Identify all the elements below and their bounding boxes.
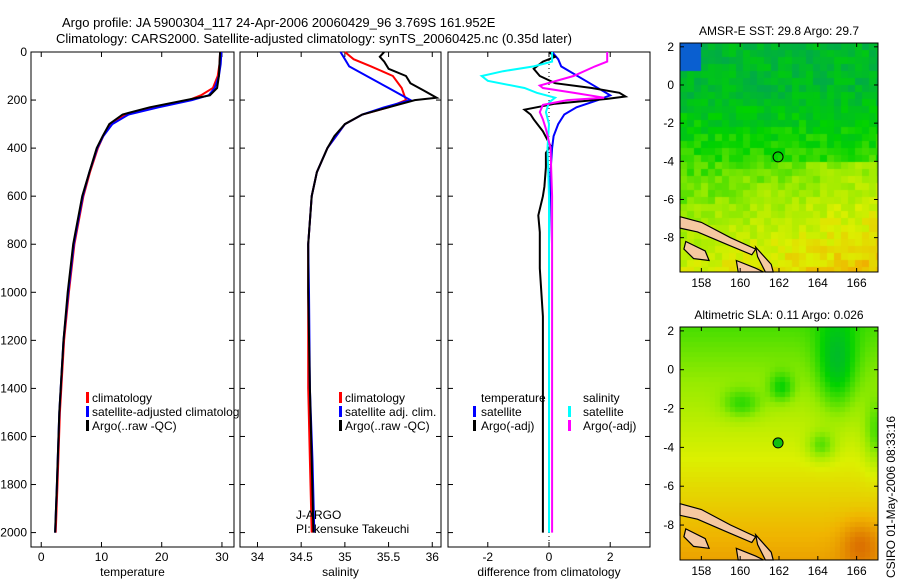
figure-title-line1: Argo profile: JA 5900304_117 24-Apr-2006… — [62, 15, 496, 30]
legend-label: Argo(-adj) — [583, 419, 636, 433]
legend-swatch-climatology — [339, 392, 342, 403]
axes-box — [239, 51, 442, 548]
x-tick-label: 162 — [769, 564, 789, 578]
legend-label: satellite adj. clim. — [345, 405, 436, 419]
x-tick-label: -2 — [482, 550, 493, 564]
x-tick-label: 162 — [769, 276, 789, 290]
series-line-salinity-satellite — [479, 52, 558, 533]
timestamp: CSIRO 01-May-2006 08:33:16 — [884, 416, 898, 578]
land-outline — [679, 215, 757, 256]
legend-swatch-sal-argo — [568, 420, 571, 431]
sla-map-panel: Altimetric SLA: 0.11 Argo: 0.026 158 160 16… — [663, 308, 879, 578]
y-tick-label: 2 — [667, 324, 674, 338]
y-tick-label: 0 — [20, 45, 27, 59]
x-tick-label: 30 — [215, 550, 229, 564]
temperature-legend: climatology satellite-adjusted climatolo… — [86, 391, 245, 433]
y-tick-label: 1000 — [0, 285, 27, 299]
x-tick-label: 164 — [808, 564, 828, 578]
y-tick-label: -8 — [663, 231, 674, 245]
y-tick-label: -8 — [663, 518, 674, 532]
x-tick-label: 20 — [155, 550, 169, 564]
y-tick-label: 400 — [7, 141, 27, 155]
x-tick-label: 164 — [808, 276, 828, 290]
salinity-panel: 34 34.5 35 35.5 36 salinity — [239, 51, 442, 579]
x-tick-label: 158 — [691, 276, 711, 290]
y-tick-label: 200 — [7, 93, 27, 107]
legend-label: satellite — [481, 405, 522, 419]
pi-line1: J-ARGO — [296, 508, 341, 522]
y-tick-label: 0 — [667, 78, 674, 92]
x-tick-label: 2 — [607, 550, 614, 564]
legend-swatch-argo — [86, 420, 89, 431]
legend-label: satellite — [583, 405, 624, 419]
legend-label: satellite-adjusted climatology — [92, 405, 245, 419]
y-tick-label: -4 — [663, 440, 674, 454]
series-line-salinity-argo-adj- — [537, 52, 609, 533]
y-tick-label: 600 — [7, 189, 27, 203]
y-tick-label: -4 — [663, 154, 674, 168]
map-title: Altimetric SLA: 0.11 Argo: 0.026 — [694, 308, 864, 322]
y-tick-label: 1600 — [0, 429, 27, 443]
series-line-argo-raw-qc- — [54, 51, 222, 533]
argo-position-marker — [772, 151, 784, 163]
x-tick-label: 34.5 — [289, 550, 313, 564]
y-tick-label: -2 — [663, 116, 674, 130]
x-tick-label: 34 — [251, 550, 265, 564]
map-title: AMSR-E SST: 29.8 Argo: 29.7 — [699, 24, 859, 38]
legend-label: Argo(-adj) — [481, 419, 534, 433]
legend-swatch-climatology — [86, 392, 89, 403]
salinity-legend: climatology satellite adj. clim. Argo(..… — [296, 391, 436, 536]
x-tick-label: 158 — [691, 564, 711, 578]
legend-label: Argo(..raw -QC) — [345, 419, 430, 433]
legend-swatch-temp-satellite — [473, 406, 476, 417]
y-tick-label: 2000 — [0, 526, 27, 540]
land-outline — [679, 502, 757, 544]
x-tick-label: 36 — [426, 550, 440, 564]
x-tick-label: 160 — [730, 564, 750, 578]
y-tick-label: 0 — [667, 363, 674, 377]
legend-label: climatology — [92, 391, 152, 405]
x-axis-label: salinity — [322, 565, 359, 579]
y-tick-label: -2 — [663, 402, 674, 416]
legend-swatch-sal-satellite — [568, 406, 571, 417]
x-tick-label: 0 — [546, 550, 553, 564]
figure-title-line2: Climatology: CARS2000. Satellite-adjuste… — [56, 31, 572, 46]
y-tick-label: 2 — [667, 40, 674, 54]
legend-swatch-argo — [339, 420, 342, 431]
x-tick-label: 0 — [38, 550, 45, 564]
difference-legend: temperature salinity satellite Argo(-adj… — [473, 391, 636, 433]
y-tick-label: 1800 — [0, 478, 27, 492]
series-line-temperature-argo-adj- — [522, 51, 629, 533]
land-outline — [683, 240, 711, 262]
x-tick-label: 166 — [847, 276, 867, 290]
x-axis-label: difference from climatology — [477, 565, 620, 579]
pi-line2: PI: kensuke Takeuchi — [296, 522, 409, 536]
legend-swatch-satellite — [339, 406, 342, 417]
legend-header-temperature: temperature — [481, 391, 546, 405]
y-tick-label: 1200 — [0, 333, 27, 347]
x-tick-label: 35.5 — [377, 550, 401, 564]
legend-swatch-temp-argo — [473, 420, 476, 431]
y-tick-label: 1400 — [0, 381, 27, 395]
sst-map-panel: AMSR-E SST: 29.8 Argo: 29.7 158 160 162 164 1… — [663, 24, 879, 290]
x-tick-label: 35 — [338, 550, 352, 564]
series-line-argo-raw-qc- — [307, 51, 440, 533]
argo-position-marker — [772, 437, 784, 449]
legend-header-salinity: salinity — [583, 391, 620, 405]
y-tick-label: -6 — [663, 192, 674, 206]
axes-box — [30, 51, 235, 548]
legend-swatch-satellite — [86, 406, 89, 417]
y-tick-label: 800 — [7, 237, 27, 251]
x-tick-label: 10 — [95, 550, 109, 564]
x-tick-label: 166 — [847, 564, 867, 578]
x-tick-label: 160 — [730, 276, 750, 290]
legend-label: climatology — [345, 391, 405, 405]
y-tick-label: -6 — [663, 479, 674, 493]
x-axis-label: temperature — [100, 565, 165, 579]
land-outline — [683, 528, 711, 550]
legend-label: Argo(..raw -QC) — [92, 419, 177, 433]
temperature-panel: 0 10 20 30 0 200 400 600 800 1000 1200 1400 1600 1800… — [0, 45, 235, 579]
